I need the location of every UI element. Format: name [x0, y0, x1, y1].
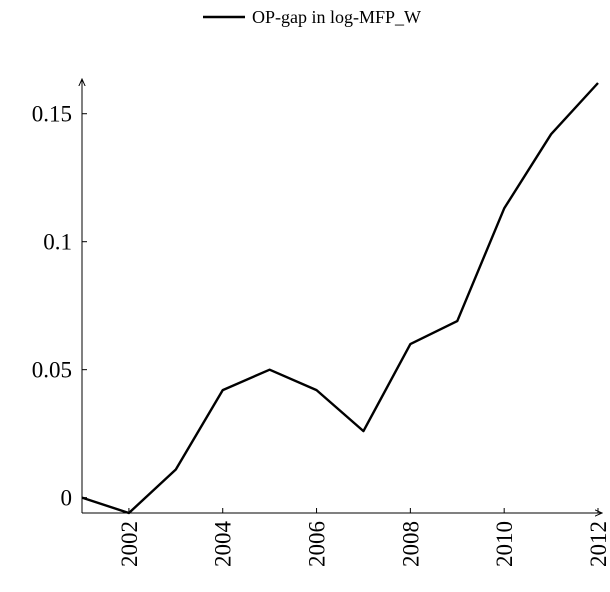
legend-label: OP-gap in log-MFP_W [252, 7, 421, 27]
y-tick-label: 0 [61, 486, 73, 511]
x-tick-label: 2008 [398, 521, 423, 567]
x-tick-label: 2006 [305, 521, 330, 567]
x-tick-label: 2010 [492, 521, 517, 567]
x-tick-label: 2012 [586, 521, 610, 567]
data-line [81, 82, 599, 515]
x-tick-label: 2004 [211, 521, 236, 568]
x-tick-label: 2002 [117, 521, 142, 567]
legend: OP-gap in log-MFP_W [203, 7, 421, 27]
y-tick-label: 0.05 [32, 358, 72, 383]
y-tick-label: 0.15 [32, 102, 72, 127]
y-tick-label: 0.1 [43, 230, 72, 255]
